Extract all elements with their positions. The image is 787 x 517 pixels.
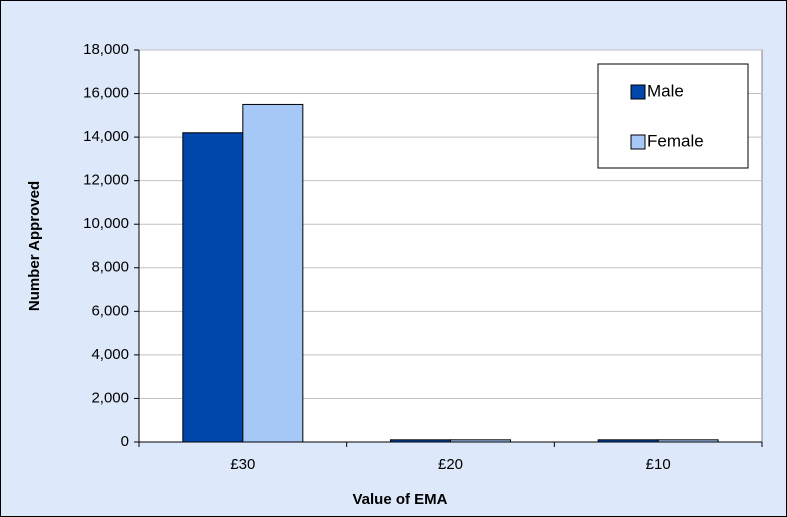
y-axis-label: Number Approved bbox=[26, 181, 43, 311]
y-tick-label: 8,000 bbox=[91, 259, 129, 276]
x-tick-label: £30 bbox=[230, 456, 255, 473]
x-tick-label: £20 bbox=[438, 456, 463, 473]
y-tick-label: 0 bbox=[121, 433, 129, 450]
bar bbox=[182, 132, 244, 443]
bar bbox=[242, 103, 304, 443]
y-tick-label: 6,000 bbox=[91, 302, 129, 319]
bar bbox=[450, 439, 511, 443]
legend-swatch bbox=[630, 84, 646, 100]
x-tick-label: £10 bbox=[646, 456, 671, 473]
y-tick-label: 10,000 bbox=[83, 215, 129, 232]
bar bbox=[597, 439, 659, 443]
y-tick-label: 18,000 bbox=[83, 41, 129, 58]
legend-label: Male bbox=[647, 81, 684, 100]
y-tick-label: 2,000 bbox=[91, 389, 129, 406]
bar bbox=[657, 439, 719, 443]
legend-swatch bbox=[630, 134, 646, 150]
legend-box bbox=[597, 63, 749, 169]
y-tick-label: 16,000 bbox=[83, 85, 129, 102]
x-axis-label: Value of EMA bbox=[352, 491, 447, 508]
bar bbox=[390, 439, 451, 443]
legend-label: Female bbox=[647, 131, 704, 150]
y-tick-label: 4,000 bbox=[91, 346, 129, 363]
y-tick-label: 12,000 bbox=[83, 172, 129, 189]
y-tick-label: 14,000 bbox=[83, 128, 129, 145]
